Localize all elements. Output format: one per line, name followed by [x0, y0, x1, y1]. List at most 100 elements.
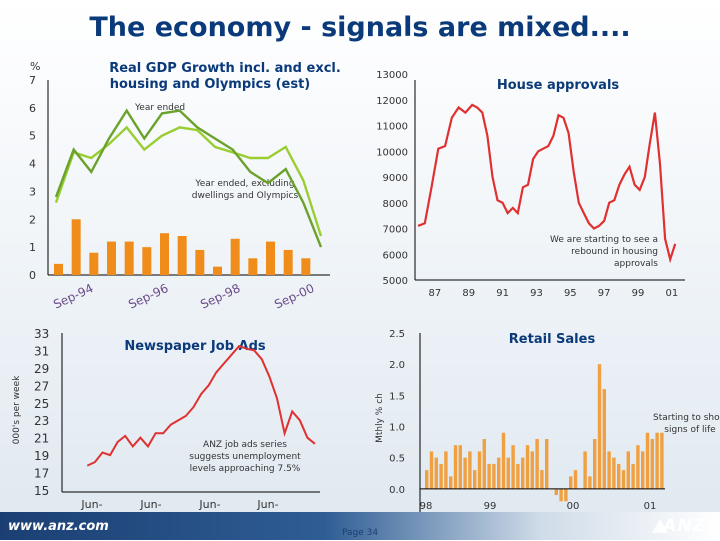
gdp-ytick-label: 7 — [29, 74, 36, 87]
house-ytick-label: 6000 — [383, 250, 408, 261]
retail-bar — [650, 438, 654, 489]
retail-bar — [617, 463, 621, 489]
gdp-ytick-label: 4 — [29, 158, 36, 171]
gdp-bar — [107, 241, 116, 275]
retail-bar — [473, 470, 477, 489]
jobs-ytick-label: 17 — [34, 467, 49, 481]
retail-bar — [588, 476, 592, 489]
retail-sales-chart: Retail Sales Mthly % ch Starting to show… — [375, 329, 720, 512]
retail-bar — [569, 476, 573, 489]
gdp-line-series — [54, 125, 323, 237]
retail-bar — [636, 445, 640, 489]
retail-annotation-line-2: signs of life — [664, 425, 716, 435]
house-ytick-label: 10000 — [376, 147, 408, 158]
retail-bar — [621, 470, 626, 489]
house-xtick-label: 95 — [564, 288, 577, 299]
retail-xtick-label: 99 — [484, 501, 497, 512]
retail-bar — [645, 432, 650, 489]
retail-bar — [607, 451, 611, 489]
retail-bar — [564, 488, 568, 502]
retail-bar — [458, 445, 462, 489]
gdp-title-line-1: Real GDP Growth incl. and excl. — [109, 61, 341, 76]
page-number: Page 34 — [342, 528, 379, 538]
jobs-ytick-label: 33 — [34, 327, 49, 341]
gdp-line-series — [54, 108, 323, 248]
gdp-xtick-label: Sep-98 — [198, 281, 242, 312]
house-ytick-label: 7000 — [383, 225, 408, 236]
house-ytick-label: 5000 — [383, 276, 408, 287]
slide-title: The economy - signals are mixed.... — [89, 12, 631, 43]
job-ads-line — [86, 344, 316, 467]
gdp-xtick-label: Sep-00 — [272, 281, 316, 312]
retail-xtick-label: 00 — [567, 501, 580, 512]
gdp-bar — [89, 252, 99, 275]
house-ytick-label: 9000 — [383, 173, 408, 184]
retail-bar — [530, 451, 534, 489]
retail-ylabel: Mthly % ch — [375, 393, 385, 443]
house-xtick-label: 97 — [598, 288, 611, 299]
jobs-annotation-line-2: suggests unemployment — [189, 452, 301, 462]
retail-bar — [444, 451, 448, 489]
retail-bar — [449, 476, 453, 489]
house-ytick-label: 11000 — [376, 122, 408, 133]
jobs-xtick-label: Jun- — [80, 498, 102, 511]
gdp-ytick-label: 0 — [29, 269, 36, 282]
retail-bar — [559, 488, 563, 502]
house-annotation-line-1: We are starting to see a — [550, 235, 658, 245]
gdp-chart: % Real GDP Growth incl. and excl. housin… — [29, 60, 341, 312]
gdp-ytick-label: 3 — [29, 185, 36, 198]
gdp-bar — [54, 263, 63, 275]
jobs-ytick-label: 19 — [34, 449, 49, 463]
jobs-ytick-label: 25 — [34, 397, 49, 411]
jobs-ylabel: 000's per week — [12, 375, 22, 444]
jobs-xtick-label: Jun- — [139, 498, 161, 511]
retail-bar — [482, 438, 486, 489]
house-ytick-label: 13000 — [376, 70, 408, 81]
gdp-unit-label: % — [30, 60, 40, 73]
house-annotation-line-2: rebound in housing — [571, 247, 658, 257]
retail-ytick-label: 2.5 — [389, 329, 405, 340]
gdp-annotation-year-ended: Year ended — [134, 103, 185, 113]
jobs-ytick-label: 27 — [34, 379, 49, 393]
retail-bar — [439, 463, 443, 489]
jobs-annotation-line-3: levels approaching 7.5% — [190, 464, 301, 474]
jobs-ytick-label: 15 — [34, 484, 49, 498]
retail-bar — [492, 463, 496, 489]
house-xtick-label: 93 — [530, 288, 543, 299]
gdp-bar — [230, 238, 240, 275]
house-xtick-label: 89 — [462, 288, 475, 299]
jobs-ytick-label: 21 — [34, 432, 49, 446]
retail-bar — [511, 445, 515, 489]
retail-bar — [545, 438, 549, 489]
retail-bar — [583, 451, 587, 489]
retail-title: Retail Sales — [509, 332, 596, 347]
house-approvals-line — [417, 103, 677, 264]
retail-xtick-label: 98 — [420, 501, 433, 512]
retail-bar — [593, 438, 597, 489]
house-xtick-label: 87 — [429, 288, 442, 299]
gdp-xtick-label: Sep-96 — [126, 281, 170, 312]
retail-annotation-line-1: Starting to show — [653, 413, 720, 423]
gdp-bar — [266, 241, 275, 275]
retail-ytick-label: 2.0 — [389, 360, 405, 371]
retail-bar — [554, 488, 558, 496]
retail-bar — [521, 457, 525, 489]
gdp-bar — [301, 258, 311, 275]
house-ytick-label: 12000 — [376, 96, 408, 107]
gdp-title-line-2: housing and Olympics (est) — [110, 77, 311, 92]
house-annotation-line-3: approvals — [614, 259, 658, 269]
retail-bar — [501, 432, 506, 489]
gdp-ytick-label: 6 — [29, 102, 36, 115]
jobs-title: Newspaper Job Ads — [124, 339, 266, 354]
retail-bar — [641, 451, 645, 489]
gdp-bar — [195, 249, 205, 275]
jobs-xtick-label: Jun- — [256, 498, 278, 511]
gdp-ytick-label: 5 — [29, 130, 36, 143]
retail-ytick-label: 0.5 — [389, 454, 405, 465]
retail-bar — [463, 457, 467, 489]
jobs-annotation-line-1: ANZ job ads series — [203, 440, 287, 450]
gdp-ytick-label: 1 — [29, 241, 36, 254]
website-link[interactable]: www.anz.com — [8, 519, 109, 534]
gdp-xtick-label: Sep-94 — [51, 281, 95, 312]
retail-bar — [573, 470, 578, 489]
